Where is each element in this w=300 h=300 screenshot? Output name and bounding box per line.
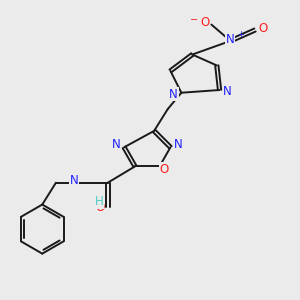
Text: N: N <box>70 174 79 187</box>
Text: O: O <box>200 16 209 29</box>
Text: −: − <box>190 15 199 25</box>
Text: N: N <box>226 33 235 46</box>
Text: N: N <box>174 138 182 151</box>
Text: N: N <box>112 138 121 151</box>
Text: N: N <box>169 88 178 100</box>
Text: O: O <box>258 22 267 35</box>
Text: +: + <box>237 30 244 39</box>
Text: O: O <box>95 201 105 214</box>
Text: N: N <box>224 85 232 98</box>
Text: H: H <box>94 195 103 208</box>
Text: O: O <box>160 163 169 176</box>
